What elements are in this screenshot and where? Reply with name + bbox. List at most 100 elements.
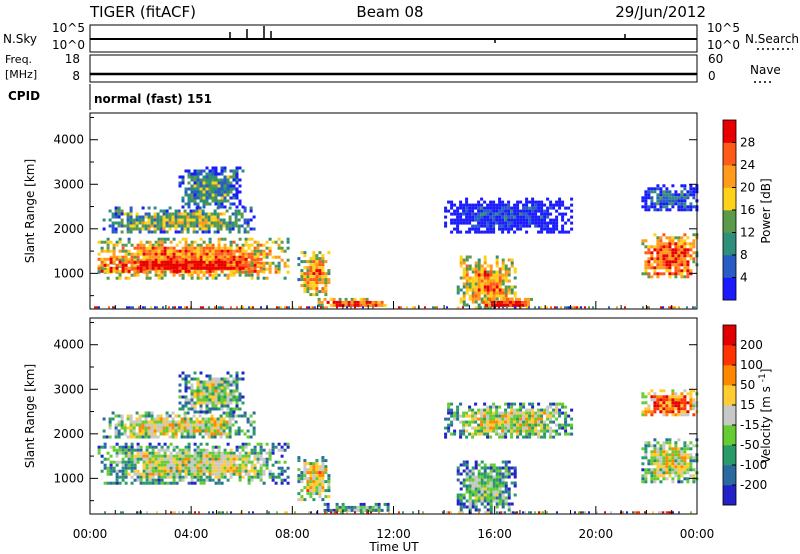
scatter-cell: [253, 261, 257, 265]
scatter-cell: [153, 432, 157, 436]
scatter-cell: [668, 260, 672, 264]
scatter-cell: [309, 284, 313, 288]
scatter-cell: [199, 392, 203, 396]
scatter-cell: [112, 252, 116, 256]
scatter-cell: [235, 255, 239, 259]
scatter-cell: [168, 423, 172, 427]
scatter-cell: [193, 377, 197, 381]
scatter-cell: [228, 230, 232, 234]
scatter-cell: [193, 255, 197, 259]
scatter-cell: [306, 290, 310, 294]
scatter-cell: [109, 240, 113, 244]
scatter-cell: [135, 218, 139, 222]
scatter-cell: [205, 389, 209, 393]
scatter-cell: [650, 389, 654, 393]
scatter-cell: [647, 471, 651, 475]
scatter-cell: [249, 218, 253, 222]
scatter-cell: [232, 466, 236, 470]
scatter-cell: [139, 246, 143, 250]
scatter-cell: [202, 472, 206, 476]
scatter-cell: [172, 273, 176, 277]
scatter-cell: [468, 475, 472, 479]
scatter-cell: [183, 224, 187, 228]
scatter-cell: [217, 266, 221, 270]
scatter-cell: [537, 408, 541, 412]
scatter-cell: [477, 212, 481, 216]
scatter-cell: [222, 426, 226, 430]
scatter-cell: [238, 451, 242, 455]
y-tick-label: 1000: [53, 266, 84, 280]
scatter-cell: [205, 469, 209, 473]
scatter-cell: [120, 221, 124, 225]
scatter-cell: [513, 270, 517, 274]
scatter-cell: [477, 264, 481, 268]
scatter-cell: [117, 423, 121, 427]
scatter-cell: [477, 493, 481, 497]
scatter-cell: [184, 249, 188, 253]
scatter-cell: [232, 202, 236, 206]
scatter-cell: [268, 454, 272, 458]
scatter-cell: [656, 257, 660, 261]
scatter-cell: [182, 511, 184, 514]
scatter-cell: [166, 475, 170, 479]
scatter-cell: [665, 208, 669, 212]
scatter-cell: [220, 475, 224, 479]
scatter-cell: [157, 478, 161, 482]
scatter-cell: [525, 426, 529, 430]
scatter-cell: [163, 481, 167, 485]
scatter-cell: [471, 426, 475, 430]
scatter-cell: [202, 463, 206, 467]
scatter-cell: [453, 414, 457, 418]
scatter-cell: [156, 218, 160, 222]
scatter-cell: [175, 454, 179, 458]
scatter-cell: [474, 490, 478, 494]
scatter-cell: [150, 411, 154, 415]
scatter-cell: [674, 447, 678, 451]
scatter-cell: [495, 212, 499, 216]
scatter-cell: [359, 300, 363, 304]
scatter-cell: [133, 460, 137, 464]
scatter-cell: [504, 273, 508, 277]
scatter-cell: [133, 252, 137, 256]
scatter-cell: [692, 398, 696, 402]
scatter-cell: [124, 481, 128, 485]
scatter-cell: [516, 414, 520, 418]
scatter-cell: [471, 478, 475, 482]
scatter-cell: [211, 260, 215, 264]
scatter-cell: [534, 212, 538, 216]
scatter-cell: [114, 429, 118, 433]
scatter-cell: [543, 218, 547, 222]
scatter-cell: [219, 432, 223, 436]
scatter-cell: [223, 190, 227, 194]
scatter-cell: [486, 508, 490, 512]
scatter-cell: [459, 230, 463, 234]
scatter-cell: [309, 293, 313, 297]
scatter-cell: [205, 196, 209, 200]
scatter-cell: [471, 209, 475, 213]
scatter-cell: [226, 246, 230, 250]
scatter-cell: [537, 423, 541, 427]
scatter-cell: [217, 407, 221, 411]
scatter-cell: [241, 252, 245, 256]
scatter-cell: [186, 227, 190, 231]
scatter-cell: [127, 266, 131, 270]
scatter-cell: [241, 263, 245, 267]
scatter-cell: [112, 460, 116, 464]
scatter-cell: [214, 377, 218, 381]
scatter-cell: [115, 448, 119, 452]
scatter-cell: [244, 457, 248, 461]
scatter-cell: [501, 212, 505, 216]
scatter-cell: [318, 290, 322, 294]
scatter-cell: [184, 389, 188, 393]
scatter-cell: [653, 459, 657, 463]
scatter-cell: [486, 429, 490, 433]
scatter-cell: [226, 386, 230, 390]
scatter-cell: [350, 300, 354, 304]
scatter-cell: [196, 193, 200, 197]
scatter-cell: [456, 221, 460, 225]
scatter-cell: [211, 463, 215, 467]
scatter-cell: [474, 475, 478, 479]
scatter-cell: [338, 303, 342, 307]
scatter-cell: [692, 456, 696, 460]
scatter-cell: [202, 401, 206, 405]
